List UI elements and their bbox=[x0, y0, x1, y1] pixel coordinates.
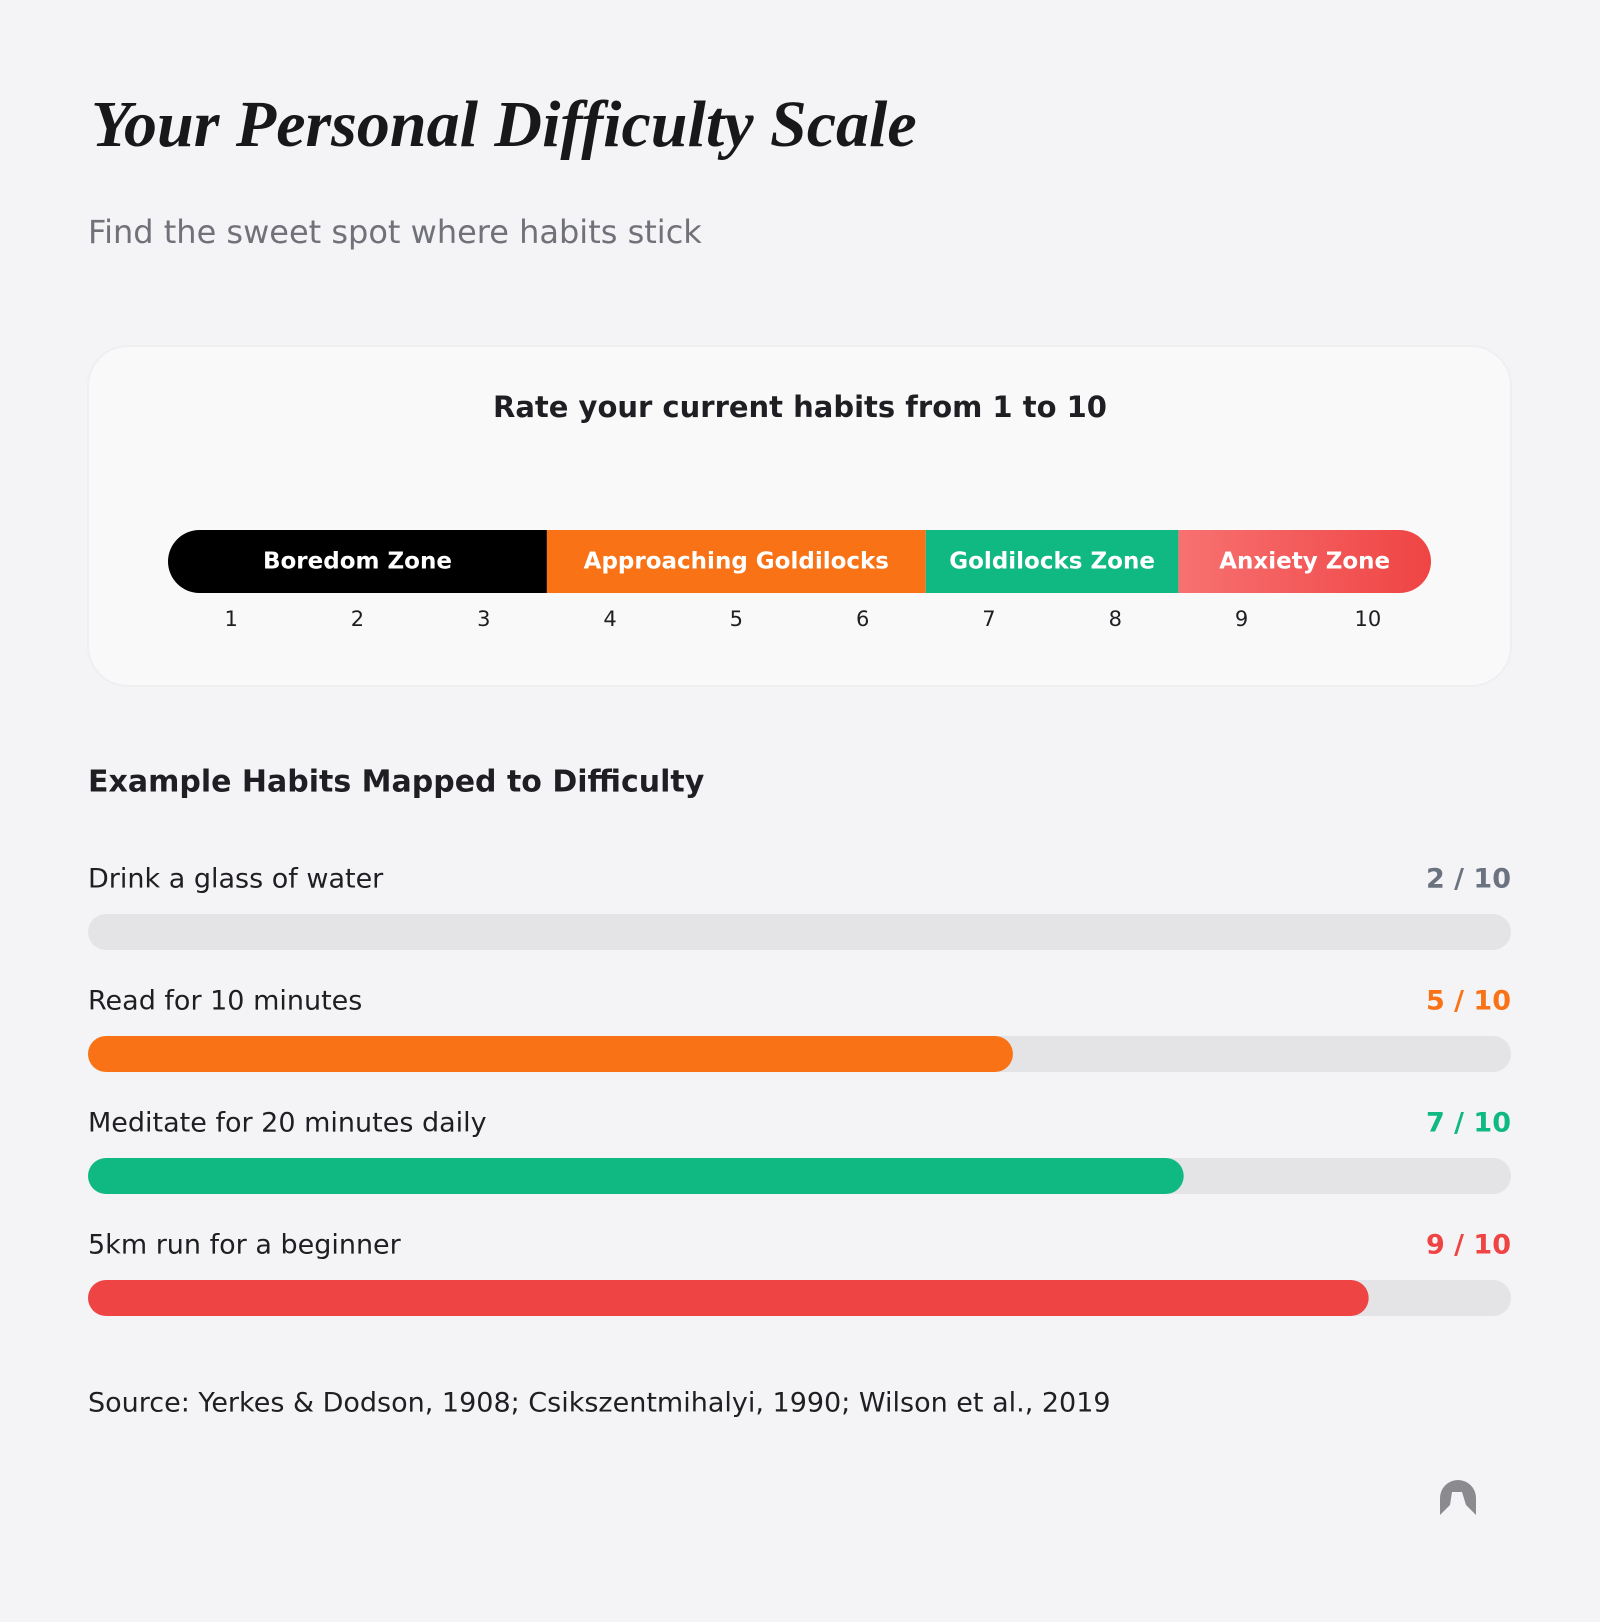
habit-label: Read for 10 minutes bbox=[88, 986, 362, 1017]
scale-number: 10 bbox=[1354, 607, 1381, 631]
habit-score: 9 / 10 bbox=[1426, 1230, 1511, 1261]
habit-label: 5km run for a beginner bbox=[88, 1230, 402, 1261]
logo-mark bbox=[1440, 1480, 1476, 1515]
zone-label: Boredom Zone bbox=[263, 549, 452, 575]
scale-number: 9 bbox=[1235, 607, 1248, 631]
habit-bar bbox=[88, 1036, 1013, 1072]
zone-label: Approaching Goldilocks bbox=[584, 549, 889, 575]
habit-label: Drink a glass of water bbox=[88, 864, 384, 895]
scale-number: 3 bbox=[477, 607, 490, 631]
card-title: Rate your current habits from 1 to 10 bbox=[493, 390, 1107, 424]
habit-score: 5 / 10 bbox=[1426, 986, 1511, 1017]
scale-number: 5 bbox=[730, 607, 743, 631]
scale-number: 2 bbox=[351, 607, 364, 631]
source: Source: Yerkes & Dodson, 1908; Csikszent… bbox=[88, 1388, 1111, 1419]
zone bbox=[546, 530, 926, 593]
scale-number: 8 bbox=[1109, 607, 1122, 631]
zone-label: Anxiety Zone bbox=[1219, 549, 1390, 575]
section-title: Example Habits Mapped to Difficulty bbox=[88, 765, 705, 800]
page-subtitle: Find the sweet spot where habits stick bbox=[88, 213, 702, 251]
habit-score: 7 / 10 bbox=[1426, 1108, 1511, 1139]
zone-label: Goldilocks Zone bbox=[949, 549, 1155, 575]
scale-number: 1 bbox=[224, 607, 237, 631]
habit-bar bbox=[88, 1158, 1184, 1194]
habit-label: Meditate for 20 minutes daily bbox=[88, 1108, 487, 1139]
scale-number: 6 bbox=[856, 607, 869, 631]
habit-score: 2 / 10 bbox=[1426, 864, 1511, 895]
zone-bar bbox=[168, 530, 1431, 593]
habit-bar bbox=[88, 1280, 1369, 1316]
habit-track bbox=[88, 914, 1511, 950]
page-title: Your Personal Difficulty Scale bbox=[91, 88, 917, 161]
scale-card bbox=[87, 345, 1512, 687]
scale-number: 7 bbox=[982, 607, 995, 631]
zone bbox=[1178, 530, 1431, 593]
logo bbox=[1440, 1480, 1476, 1515]
zone bbox=[168, 530, 547, 593]
zone bbox=[925, 530, 1179, 593]
scale-number: 4 bbox=[603, 607, 616, 631]
